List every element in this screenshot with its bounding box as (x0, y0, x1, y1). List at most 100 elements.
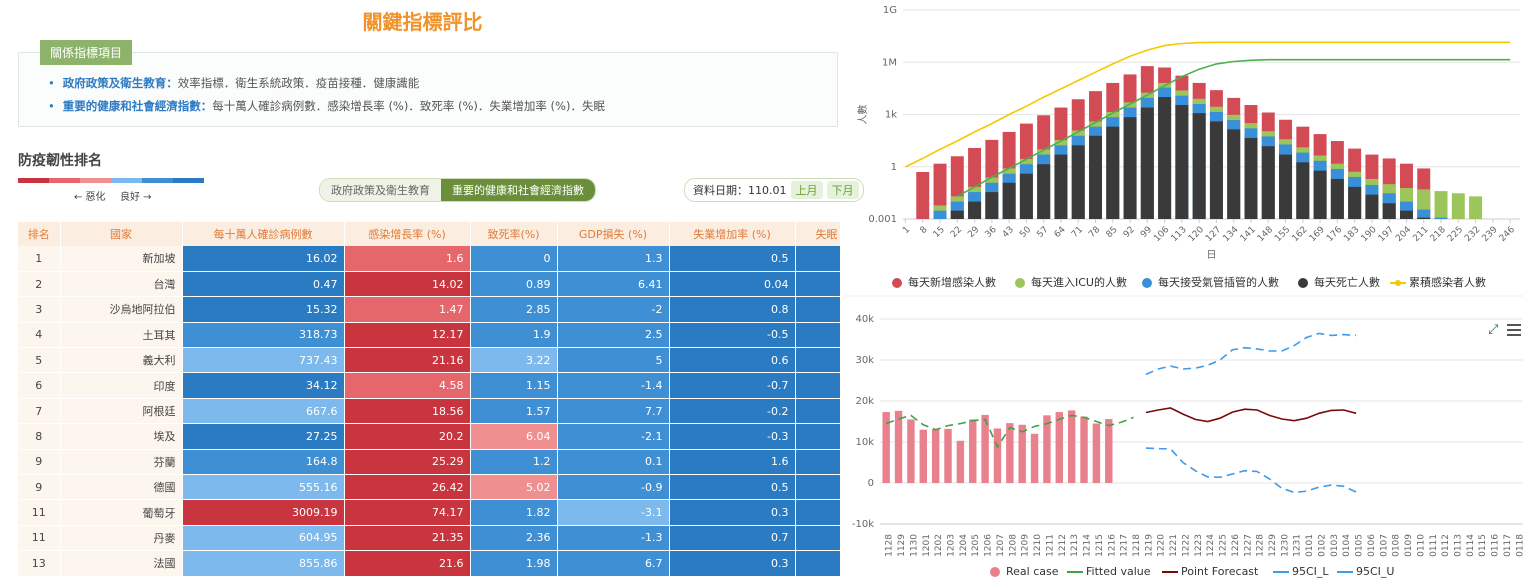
info-label: 政府政策及衛生教育： (62, 76, 178, 90)
x-tick-label: 0118 (1515, 534, 1523, 557)
table-cell: -0.3 (669, 423, 796, 450)
x-tick-label: 0111 (1429, 534, 1439, 557)
table: 排名 國家 每十萬人確診病例數 感染增長率 (%) 致死率(%) GDP損失 (%) 失業增… (18, 222, 840, 577)
x-tick-label: 50 (1018, 225, 1033, 240)
table-cell: 26.42 (344, 474, 471, 501)
bar (969, 419, 977, 483)
table-cell: 印度 (60, 372, 183, 399)
tab[interactable]: 重要的健康和社會經濟指數 (441, 179, 595, 201)
table-cell: 0.3 (669, 550, 796, 577)
next-button[interactable]: 下月 (826, 181, 859, 199)
table-cell: 0.04 (669, 271, 796, 298)
table-cell: 0.1 (557, 449, 670, 476)
table-cell: 6 (18, 372, 61, 399)
bar (1140, 107, 1154, 219)
table-cell: 沙烏地阿拉伯 (60, 296, 183, 323)
expand-icon[interactable]: ⤢ (1488, 323, 1498, 338)
line (1145, 407, 1357, 423)
x-tick-label: 1208 (1008, 534, 1018, 557)
scale-label: 良好 → (120, 192, 152, 203)
x-tick-label: 0107 (1379, 534, 1389, 557)
x-tick-label: 0112 (1441, 534, 1451, 557)
table-cell: 1 (795, 322, 840, 349)
table-cell: 0 (795, 550, 840, 577)
line (905, 41, 1511, 168)
table-cell: 丹麥 (60, 525, 183, 552)
table-cell: 5.02 (470, 474, 558, 501)
bar (1417, 217, 1431, 219)
bar (1382, 203, 1396, 219)
table-cell: 7.7 (557, 398, 670, 425)
x-axis-label: 日 (1207, 250, 1217, 261)
x-tick-label: 1215 (1095, 534, 1105, 557)
x-tick-label: 134 (1221, 225, 1240, 244)
bar (1089, 135, 1102, 219)
color-scale (18, 178, 204, 183)
prev-button[interactable]: 上月 (790, 181, 823, 199)
header-cell: 致死率(%) (470, 222, 558, 246)
x-tick-label: 218 (1429, 225, 1448, 244)
bar (1434, 191, 1448, 219)
table-cell: 34.12 (182, 372, 345, 399)
y-tick-label: 10k (855, 437, 874, 448)
legend-marker (892, 278, 902, 288)
bar (919, 429, 927, 483)
x-tick-label: 57 (1035, 225, 1050, 240)
x-tick-label: 1 (901, 225, 912, 236)
x-tick-label: 64 (1053, 225, 1068, 240)
table-cell: 1.3 (557, 246, 670, 272)
bar (1018, 424, 1026, 483)
y-tick-label: 1k (885, 110, 897, 121)
table-cell: 3.22 (470, 347, 558, 374)
table-cell: 13 (18, 550, 61, 577)
x-tick-label: 1130 (909, 534, 919, 557)
table-cell: 6.7 (557, 550, 670, 577)
x-tick-label: 106 (1152, 225, 1171, 244)
x-tick-label: 141 (1239, 225, 1258, 244)
x-tick-label: 0116 (1491, 534, 1501, 557)
tab[interactable]: 政府政策及衛生教育 (320, 179, 441, 201)
table-cell: 芬蘭 (60, 449, 183, 476)
x-tick-label: 0101 (1305, 534, 1315, 557)
table-cell: 葡萄牙 (60, 499, 183, 526)
table-cell: 21.6 (344, 550, 471, 577)
table-cell: 0.89 (470, 271, 558, 298)
x-tick-label: 1216 (1107, 534, 1117, 557)
bar (1092, 423, 1101, 483)
table-cell: 法國 (60, 550, 183, 577)
bar (968, 201, 982, 219)
menu-icon[interactable] (1507, 324, 1521, 336)
x-tick-label: 1210 (1033, 534, 1043, 557)
bar (907, 419, 915, 483)
table-cell: 7 (18, 398, 61, 425)
x-tick-label: 232 (1463, 225, 1482, 244)
bar (1002, 182, 1016, 219)
legend-label: Real case (1006, 565, 1059, 578)
bar (1417, 209, 1431, 219)
x-tick-label: 1229 (1268, 534, 1278, 557)
header-cell: 失業增加率 (%) (669, 222, 796, 246)
table-cell: 1.2 (470, 449, 558, 476)
legend-marker (990, 567, 1000, 577)
table-cell: 1.6 (669, 449, 796, 476)
x-tick-label: 120 (1187, 225, 1206, 244)
table-cell: 台灣 (60, 271, 183, 298)
table-cell: 6.41 (557, 271, 670, 298)
legend-label: 每天新增感染人數 (908, 275, 996, 289)
x-tick-label: 0105 (1355, 534, 1365, 557)
table-cell: 1 (795, 474, 840, 501)
table-cell: 新加坡 (60, 246, 183, 272)
table-cell: 德國 (60, 474, 183, 501)
table-cell: 2.36 (470, 525, 558, 552)
table-cell: 0.8 (669, 296, 796, 323)
info-text: 每十萬人確診病例數．感染增長率 (%)．致死率 (%)．失業增加率 (%)．失眠 (212, 99, 605, 113)
x-tick-label: 0106 (1367, 534, 1377, 557)
bar (1348, 186, 1362, 219)
legend-marker (1395, 280, 1401, 286)
